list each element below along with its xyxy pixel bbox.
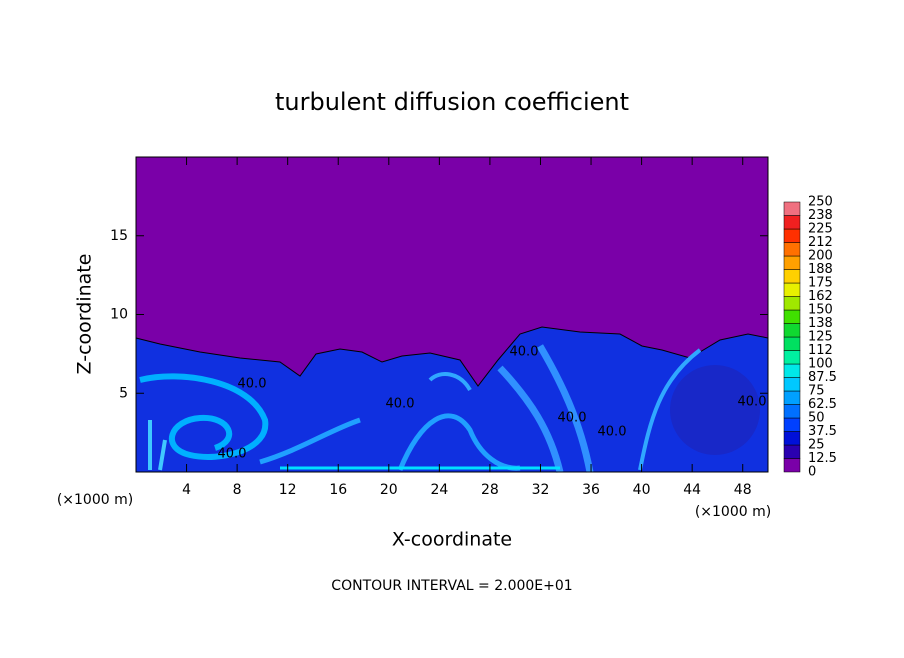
y-tick-label: 15 <box>110 228 128 244</box>
colorbar-label: 37.5 <box>808 424 837 439</box>
x-tick-label: 36 <box>582 482 600 498</box>
colorbar-swatch <box>783 228 801 243</box>
colorbar-swatch <box>783 336 801 351</box>
field-swirl <box>497 344 594 473</box>
colorbar-label: 62.5 <box>808 397 837 412</box>
x-axis-title: X-coordinate <box>392 529 512 551</box>
colorbar-label: 150 <box>808 303 833 318</box>
colorbar-swatch <box>783 377 801 392</box>
chart-title: turbulent diffusion coefficient <box>275 88 629 116</box>
field-swirl <box>428 348 702 471</box>
colorbar-swatch <box>783 390 801 405</box>
contour-label: 40.0 <box>598 425 627 440</box>
field-blob <box>670 365 760 455</box>
field-swirl <box>259 413 521 471</box>
colorbar-swatch <box>783 404 801 419</box>
x-tick-label: 28 <box>481 482 499 498</box>
footnote: CONTOUR INTERVAL = 2.000E+01 <box>331 578 572 594</box>
colorbar-label: 50 <box>808 411 825 426</box>
y-tick-label: 10 <box>110 307 128 323</box>
colorbar-swatch <box>783 323 801 338</box>
x-unit: (×1000 m) <box>57 492 133 508</box>
colorbar-label: 100 <box>808 357 833 372</box>
colorbar-swatch <box>783 458 801 473</box>
field-swirl <box>139 373 269 460</box>
colorbar-label: 25 <box>808 438 825 453</box>
colorbar-swatch <box>783 215 801 230</box>
y-axis-title: Z-coordinate <box>74 254 96 375</box>
contour-label: 40.0 <box>218 447 247 462</box>
contour-label: 40.0 <box>510 345 539 360</box>
colorbar-swatch <box>783 296 801 311</box>
x-tick-label: 32 <box>532 482 550 498</box>
x-tick-label: 12 <box>279 482 297 498</box>
x-tick-label: 16 <box>329 482 347 498</box>
colorbar-label: 12.5 <box>808 451 837 466</box>
contour-label: 40.0 <box>558 411 587 426</box>
colorbar-swatch <box>783 282 801 297</box>
colorbar-swatch <box>783 309 801 324</box>
colorbar-label: 87.5 <box>808 370 837 385</box>
colorbar-swatch <box>783 363 801 378</box>
colorbar-swatch <box>783 444 801 459</box>
colorbar-label: 188 <box>808 262 833 277</box>
colorbar-swatch <box>783 417 801 432</box>
field-region <box>135 326 769 473</box>
y-tick-label: 5 <box>119 385 128 401</box>
colorbar-swatch <box>783 350 801 365</box>
colorbar-swatch <box>783 269 801 284</box>
contour-label: 40.0 <box>238 377 267 392</box>
x-tick-label: 20 <box>380 482 398 498</box>
colorbar-label: 200 <box>808 249 833 264</box>
field <box>135 157 769 473</box>
x-tick-label: 24 <box>430 482 448 498</box>
x-tick-label: 48 <box>734 482 752 498</box>
x-tick-label: 44 <box>683 482 701 498</box>
colorbar-label: 0 <box>808 465 816 480</box>
x-tick-label: 8 <box>233 482 242 498</box>
colorbar-swatch <box>783 431 801 446</box>
colorbar-label: 138 <box>808 316 833 331</box>
colorbar-label: 125 <box>808 330 833 345</box>
colorbar-swatch <box>783 242 801 257</box>
colorbar-label: 112 <box>808 343 833 358</box>
x-tick-label: 4 <box>182 482 191 498</box>
x-tick-label: 40 <box>633 482 651 498</box>
colorbar-swatch <box>783 201 801 216</box>
colorbar-label: 162 <box>808 289 833 304</box>
contour-label: 40.0 <box>738 395 767 410</box>
colorbar-label: 75 <box>808 384 825 399</box>
colorbar-swatch <box>783 255 801 270</box>
colorbar-label: 225 <box>808 222 833 237</box>
colorbar-label: 212 <box>808 235 833 250</box>
contour-label: 40.0 <box>386 397 415 412</box>
x-unit: (×1000 m) <box>695 504 771 520</box>
colorbar-label: 175 <box>808 276 833 291</box>
colorbar-label: 238 <box>808 208 833 223</box>
field-swirl <box>148 420 167 471</box>
colorbar-label: 250 <box>808 195 833 210</box>
